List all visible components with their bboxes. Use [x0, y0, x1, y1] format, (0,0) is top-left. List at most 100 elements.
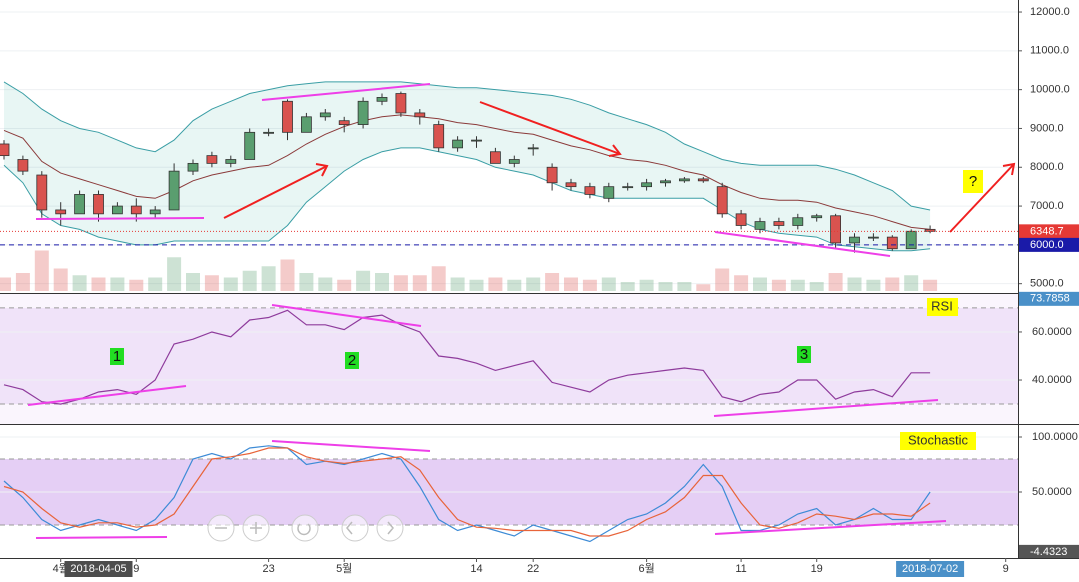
candle-body: [112, 205, 123, 215]
y-tick-label: 60.0000: [1032, 326, 1072, 338]
nav-icons: [215, 521, 394, 536]
volume-bar: [375, 273, 389, 291]
indicator-line: [3, 447, 931, 537]
volume-bar: [828, 273, 843, 291]
volume-bar: [431, 266, 446, 291]
scroll-left-button[interactable]: [341, 514, 369, 542]
volume-bar: [148, 277, 163, 291]
indicator-line: [3, 445, 931, 543]
candle-body: [130, 205, 142, 215]
pane-title-box: [927, 298, 958, 316]
trend-line: [27, 385, 187, 406]
y-tick-label: 50.0000: [1032, 486, 1072, 498]
crosshair-value: 73.7858: [1030, 293, 1070, 305]
candle-body: [225, 159, 237, 164]
candle-body: [489, 151, 501, 164]
candle-body: [679, 178, 690, 182]
nav-buttons[interactable]: [207, 514, 404, 542]
x-tick-label: 22: [527, 563, 539, 575]
candle-body: [74, 194, 85, 215]
volume-bar: [564, 277, 578, 291]
candle-body: [93, 194, 104, 215]
candle-body: [0, 143, 10, 157]
volume-bar: [790, 279, 805, 291]
scroll-right-button[interactable]: [376, 514, 404, 542]
candle-body: [433, 124, 445, 149]
annotation: 3: [800, 346, 808, 363]
candle-body: [641, 182, 652, 188]
price-label: 6348.7: [1030, 225, 1064, 237]
price-label: 6000.0: [1030, 239, 1064, 251]
candle-body: [849, 236, 860, 244]
volume-bar: [186, 273, 200, 291]
candle-body: [546, 166, 558, 184]
candle-body: [735, 213, 747, 226]
volume-bar: [620, 282, 635, 291]
x-tick-label: 9: [1003, 563, 1009, 575]
candle-body: [565, 182, 577, 188]
bollinger-line: [3, 147, 931, 252]
volume-bar: [677, 282, 692, 291]
trend-line: [271, 440, 431, 452]
trend-line: [714, 520, 947, 535]
y-tick-label: 12000.0: [1030, 6, 1070, 18]
volume-bar: [110, 277, 125, 291]
volume-bar: [34, 250, 49, 291]
note-box: [345, 352, 359, 369]
annotation: 2: [348, 352, 356, 369]
candle-body: [414, 112, 426, 118]
candle-body: [452, 139, 464, 149]
candle-body: [905, 230, 917, 250]
trend-line: [714, 231, 891, 257]
candle-body: [471, 139, 482, 142]
volume-bar: [15, 273, 30, 291]
note-box: [110, 348, 124, 365]
pane-title: RSI: [931, 298, 953, 313]
volume-bar: [167, 257, 182, 291]
arrow-head: [608, 144, 622, 157]
reset-button[interactable]: [291, 514, 319, 542]
volume-bar: [904, 275, 919, 291]
trend-line: [271, 304, 422, 327]
candle-body: [868, 236, 879, 239]
x-tick-label: 6월: [638, 562, 654, 575]
price-label-box: [1019, 237, 1079, 252]
volume-bar: [715, 268, 730, 291]
price-label-box: [1019, 224, 1079, 239]
trend-line: [261, 83, 431, 101]
candle-body: [300, 116, 312, 133]
candle-body: [168, 170, 180, 211]
y-tick-label: 10000.0: [1030, 84, 1070, 96]
x-label-box: [896, 561, 965, 577]
drawings: [27, 83, 1016, 539]
candle-body: [754, 221, 766, 230]
trend-arrow: [949, 163, 1015, 233]
candle-body: [357, 100, 369, 125]
trend-arrow: [479, 101, 621, 155]
x-tick-label: 11: [735, 563, 746, 575]
volume-bar: [753, 277, 767, 291]
volume-bar: [526, 277, 541, 291]
trend-line: [713, 399, 939, 417]
x-tick-label: 5월: [336, 562, 352, 575]
arrow-head: [315, 163, 329, 177]
candle-body: [811, 215, 823, 219]
candle-body: [206, 155, 218, 164]
volume-bar: [469, 279, 484, 291]
y-tick-label: 100.0000: [1032, 431, 1078, 443]
candle-body: [527, 147, 539, 150]
volume-bar: [582, 279, 597, 291]
note-box: [963, 170, 983, 193]
candle-body: [395, 93, 407, 114]
volume-bar: [658, 282, 673, 291]
volume-bar: [734, 275, 749, 291]
volume-bar: [318, 277, 333, 291]
volume-bar: [866, 279, 881, 291]
candle-body: [584, 186, 596, 195]
volume-bar: [91, 277, 106, 291]
volume-bar: [696, 284, 711, 291]
candle-body: [149, 209, 161, 215]
candle-body: [622, 186, 634, 189]
annotation: 1: [113, 348, 121, 365]
candle-body: [773, 221, 785, 226]
